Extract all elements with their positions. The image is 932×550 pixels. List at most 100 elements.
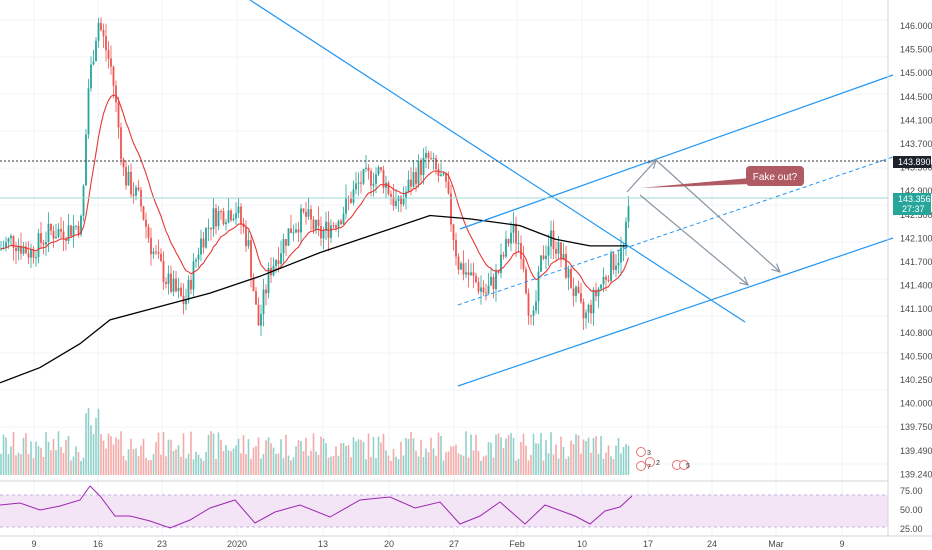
volume-bar — [437, 432, 440, 475]
candle-body — [452, 224, 455, 241]
candle-body — [82, 185, 85, 216]
candle-body — [587, 304, 590, 313]
candle-body — [235, 213, 237, 219]
candle-body — [112, 66, 115, 86]
candle-body — [482, 287, 485, 293]
volume-bar — [277, 453, 280, 475]
volume-bar — [337, 455, 340, 475]
event-label: 3 — [647, 450, 651, 457]
volume-bar — [157, 432, 160, 475]
candle-body — [137, 187, 140, 191]
volume-bar — [495, 434, 497, 475]
candle-body — [620, 247, 622, 263]
volume-bar — [505, 438, 507, 475]
volume-bar — [80, 460, 82, 475]
volume-bar — [52, 438, 55, 475]
volume-bar — [67, 436, 70, 475]
volume-bar — [580, 453, 582, 475]
volume-bar — [20, 454, 22, 475]
candle-body — [537, 271, 540, 302]
candle-body — [445, 173, 447, 182]
candle-body — [90, 64, 92, 89]
candle-body — [40, 233, 42, 243]
candle-body — [417, 161, 420, 184]
volume-bar — [92, 433, 95, 475]
volume-bar — [32, 458, 35, 475]
candle-body — [310, 209, 312, 220]
volume-bar — [285, 434, 287, 475]
volume-bar — [202, 460, 205, 475]
drawings[interactable]: Fake out?32735 — [0, 0, 894, 471]
volume-bar — [180, 456, 182, 475]
candle-body — [512, 223, 515, 233]
candle-body — [252, 277, 255, 292]
volume-bar — [522, 433, 525, 475]
candle-body — [485, 292, 487, 294]
candle-body — [220, 211, 222, 213]
candle-body — [372, 183, 375, 186]
volume-bar — [420, 439, 422, 475]
volume-bar — [587, 437, 590, 475]
volume-bar — [315, 451, 317, 475]
volume-bar — [395, 456, 397, 475]
volume-bar — [120, 431, 122, 475]
volume-bar — [167, 439, 170, 475]
candle-body — [162, 261, 165, 283]
candle-body — [45, 241, 47, 245]
volume-bar — [447, 451, 450, 475]
candle-body — [547, 246, 550, 256]
volume-bar — [255, 446, 257, 475]
candle-body — [570, 268, 572, 289]
volume-bar — [317, 454, 320, 475]
volume-bar — [192, 459, 195, 475]
candle-body — [467, 272, 470, 276]
volume-bar — [537, 443, 540, 475]
candle-body — [222, 211, 225, 225]
candle-body — [595, 289, 597, 297]
volume-bar — [205, 451, 207, 475]
volume-bar — [492, 457, 495, 475]
volume-bar — [545, 440, 547, 475]
candle-body — [202, 238, 205, 248]
price-tick-label: 142.100 — [900, 233, 932, 243]
candle-body — [365, 167, 367, 169]
volume-bar — [232, 448, 235, 475]
volume-bar — [472, 450, 475, 475]
candle-body — [625, 221, 627, 247]
volume-bar — [422, 456, 425, 475]
candle-body — [492, 276, 495, 290]
volume-bar — [560, 436, 562, 475]
candle-body — [437, 168, 440, 177]
callout-box — [746, 166, 804, 186]
candle-body — [215, 208, 217, 227]
volume-bar — [602, 458, 605, 475]
candle-body — [582, 301, 585, 319]
volume-bar — [265, 440, 267, 475]
volume-bar — [5, 437, 7, 475]
volume-bar — [215, 459, 217, 475]
price-tick-label: 139.750 — [900, 422, 932, 432]
candle-body — [72, 226, 75, 237]
volume-bar — [565, 459, 567, 475]
candle-body — [352, 189, 355, 203]
volume-bar — [12, 431, 15, 475]
candle-body — [557, 242, 560, 254]
candle-body — [217, 211, 220, 227]
candle-body — [605, 276, 607, 280]
volume-bar — [295, 446, 297, 475]
price-tick-label: 145.500 — [900, 45, 932, 55]
volume-bar — [137, 456, 140, 475]
candle-body — [332, 225, 335, 227]
candle-body — [585, 312, 587, 319]
current-price-text: 143.356 — [898, 194, 931, 204]
volume-bar — [230, 451, 232, 475]
volume-bar — [237, 438, 240, 475]
candle-body — [85, 134, 87, 186]
volume-bar — [572, 444, 575, 475]
candle-body — [105, 36, 107, 51]
volume-bar — [220, 439, 222, 475]
candle-body — [275, 260, 277, 267]
volume-bar — [412, 438, 415, 475]
price-tick-label: 139.240 — [900, 469, 932, 479]
